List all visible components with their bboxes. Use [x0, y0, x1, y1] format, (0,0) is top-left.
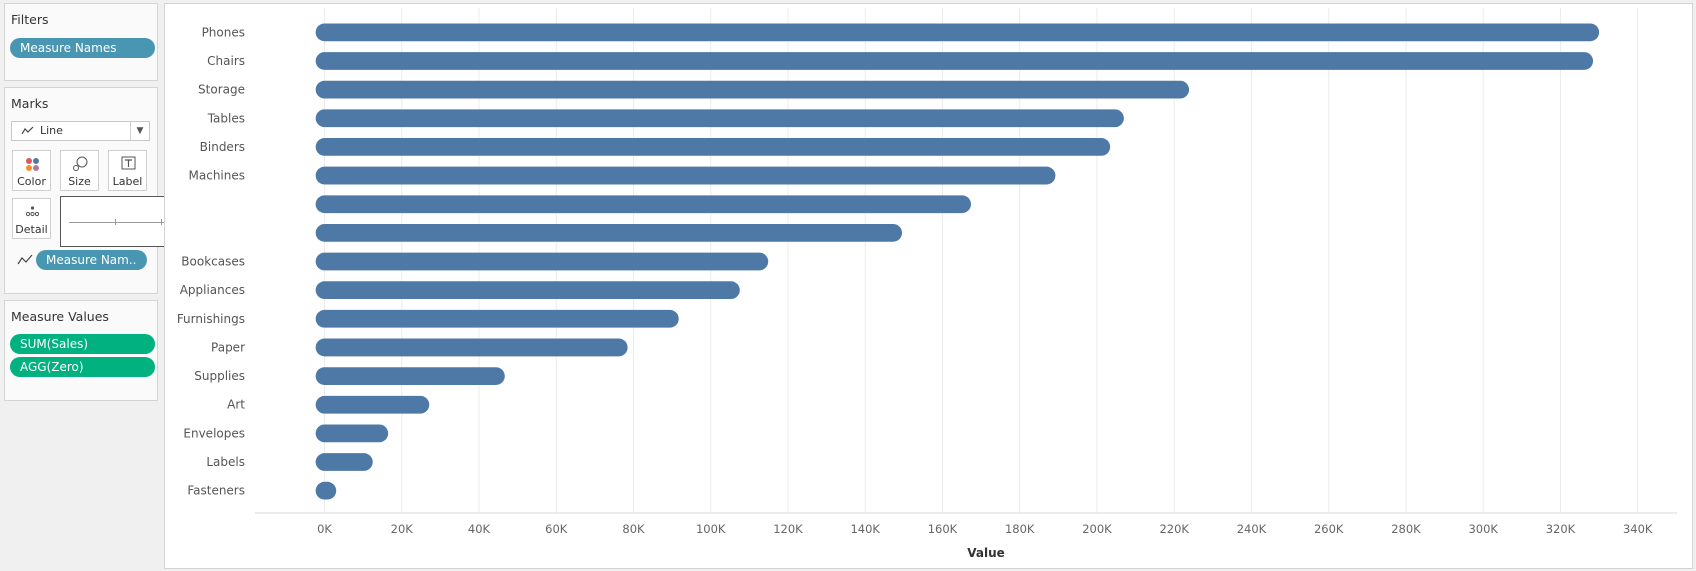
measure-value-pill-sum-sales[interactable]: SUM(Sales)	[10, 334, 155, 354]
chevron-down-icon[interactable]: ▼	[130, 122, 149, 140]
size-slider-tick	[161, 219, 162, 225]
bar-bookcases[interactable]	[315, 252, 769, 271]
size-button-label: Size	[68, 175, 91, 188]
category-label: Binders	[200, 140, 245, 154]
size-slider-track[interactable]	[69, 222, 250, 223]
category-label: Chairs	[207, 54, 245, 68]
bar-fasteners[interactable]	[315, 481, 337, 500]
bar-storage[interactable]	[315, 80, 1190, 99]
x-tick-label: 180K	[1005, 522, 1035, 536]
category-label: Appliances	[180, 283, 245, 297]
x-axis-title: Value	[967, 546, 1005, 560]
x-tick-label: 80K	[622, 522, 645, 536]
x-tick-label: 340K	[1623, 522, 1653, 536]
bar-supplies[interactable]	[315, 367, 505, 385]
x-tick-label: 40K	[468, 522, 491, 536]
color-button-label: Color	[17, 175, 46, 188]
bar-chairs[interactable]	[315, 52, 1594, 70]
measure-values-title: Measure Values	[11, 309, 109, 324]
measure-value-pill-agg-zero[interactable]: AGG(Zero)	[10, 357, 155, 377]
measure-values-card: Measure Values SUM(Sales) AGG(Zero)	[4, 300, 158, 401]
category-label: Phones	[202, 25, 245, 39]
mark-type-dropdown[interactable]: Line ▼	[11, 121, 150, 141]
detail-button-label: Detail	[15, 223, 48, 236]
category-label: Furnishings	[177, 312, 245, 326]
category-label: Art	[227, 398, 245, 412]
category-label: Labels	[206, 455, 245, 469]
x-tick-label: 300K	[1468, 522, 1498, 536]
x-tick-label: 140K	[850, 522, 880, 536]
detail-button[interactable]: Detail	[12, 198, 51, 239]
bar-chart: Phones Chairs Storage Tables Binders Machines…	[177, 8, 1677, 560]
category-label: Envelopes	[183, 426, 245, 440]
category-label: Tables	[207, 111, 245, 125]
size-button[interactable]: Size	[60, 150, 99, 191]
marks-card: Marks Line ▼ Color Size Label	[4, 87, 158, 294]
category-label: Paper	[211, 340, 245, 354]
bar-furnishings[interactable]	[315, 309, 679, 328]
line-field-icon	[17, 254, 33, 265]
mark-type-label: Line	[40, 124, 63, 137]
marks-field-pill-measure-names[interactable]: Measure Nam..	[36, 250, 147, 270]
x-tick-label: 200K	[1082, 522, 1112, 536]
filters-title: Filters	[11, 12, 49, 27]
label-button[interactable]: Label	[108, 150, 147, 191]
color-button[interactable]: Color	[12, 150, 51, 191]
x-tick-label: 320K	[1546, 522, 1576, 536]
category-label: Bookcases	[181, 255, 245, 269]
size-icon	[73, 156, 88, 171]
category-label: Supplies	[194, 369, 245, 383]
x-tick-label: 260K	[1314, 522, 1344, 536]
bar-copiers[interactable]	[315, 223, 903, 242]
color-icon	[26, 158, 39, 171]
bar-labels[interactable]	[315, 453, 373, 471]
chart-view: Phones Chairs Storage Tables Binders Machines…	[164, 3, 1693, 569]
bar-tables[interactable]	[315, 109, 1124, 128]
x-tick-label: 120K	[773, 522, 803, 536]
label-button-label: Label	[112, 175, 143, 188]
category-label: Machines	[189, 169, 245, 183]
detail-icon	[25, 206, 40, 217]
x-tick-label: 160K	[928, 522, 958, 536]
bar-accessories[interactable]	[315, 195, 971, 214]
x-tick-label: 240K	[1237, 522, 1267, 536]
filter-pill-measure-names[interactable]: Measure Names	[10, 38, 155, 58]
bar-machines[interactable]	[315, 166, 1056, 185]
bar-paper[interactable]	[315, 338, 628, 357]
category-label: Fasteners	[187, 484, 245, 498]
x-tick-label: 20K	[391, 522, 414, 536]
x-tick-label: 280K	[1391, 522, 1421, 536]
x-tick-label: 100K	[696, 522, 726, 536]
text-label-icon	[121, 156, 136, 170]
bar-envelopes[interactable]	[315, 424, 389, 443]
line-icon	[21, 126, 34, 135]
x-tick-label: 220K	[1159, 522, 1189, 536]
size-slider-tick	[115, 219, 116, 225]
bar-phones[interactable]	[315, 23, 1600, 42]
x-tick-label: 0K	[317, 522, 332, 536]
bar-appliances[interactable]	[315, 281, 740, 300]
bar-binders[interactable]	[315, 138, 1111, 156]
x-tick-label: 60K	[545, 522, 568, 536]
filters-card: Filters Measure Names	[4, 3, 158, 81]
bar-art[interactable]	[315, 395, 430, 414]
category-label: Storage	[198, 83, 245, 97]
marks-title: Marks	[11, 96, 49, 111]
